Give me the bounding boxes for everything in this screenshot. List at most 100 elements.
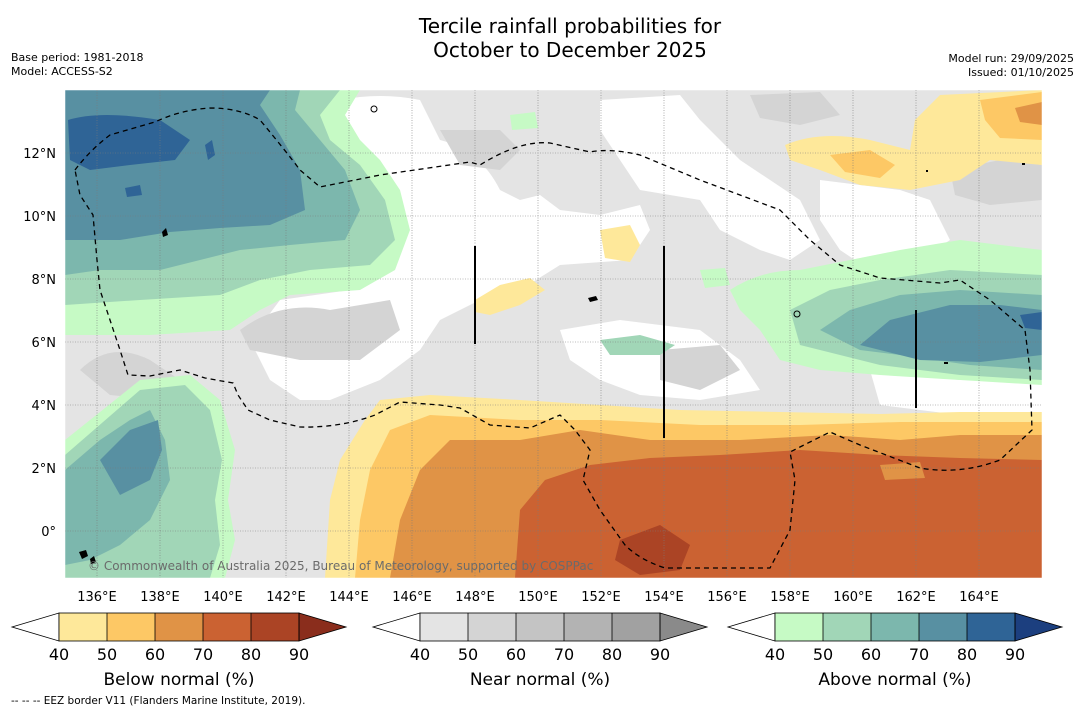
lon-label: 158°E [770, 590, 810, 605]
colorbar-below-over [298, 612, 348, 642]
colorbar-below-tick: 60 [145, 645, 165, 664]
colorbar-below-swatch [203, 613, 251, 641]
colorbar-above-swatch [823, 613, 871, 641]
chart-title: Tercile rainfall probabilities for Octob… [370, 14, 770, 62]
near-50-patch [240, 300, 400, 360]
lon-labels: 136°E 138°E 140°E 142°E 144°E 146°E 148°… [77, 590, 999, 605]
lon-label: 150°E [518, 590, 558, 605]
white-patch [600, 95, 820, 260]
colorbar-near-over [659, 612, 709, 642]
below-50-region [980, 92, 1042, 140]
below-60-spot [1015, 102, 1042, 125]
copyright-text: © Commonwealth of Australia 2025, Bureau… [88, 559, 593, 573]
lat-label: 4°N [32, 399, 57, 414]
near-50-patch [750, 92, 840, 125]
lon-label: 154°E [644, 590, 684, 605]
near-50-patch [440, 130, 520, 170]
colorbar-near-tick: 70 [554, 645, 574, 664]
eez-legend-note: -- -- -- EEZ border V11 (Flanders Marine… [11, 695, 306, 707]
lon-label: 152°E [581, 590, 621, 605]
colorbar-near-swatch [516, 613, 564, 641]
colorbar-above-title: Above normal (%) [818, 670, 971, 690]
colorbar-above-swatch [967, 613, 1015, 641]
lon-label: 142°E [266, 590, 306, 605]
lat-label: 12°N [23, 147, 56, 162]
below-80-spot [615, 525, 690, 575]
colorbar-near-swatch [612, 613, 660, 641]
lon-label: 162°E [896, 590, 936, 605]
islands [79, 105, 1025, 564]
colorbar-below-title: Below normal (%) [104, 670, 255, 690]
above-70-region [100, 420, 162, 495]
colorbar-below-tick: 50 [97, 645, 117, 664]
above-40-small [510, 112, 538, 130]
white-patch [870, 370, 1042, 420]
colorbar-above-swatch [775, 613, 823, 641]
colorbar-near-tick: 90 [650, 645, 670, 664]
colorbar-below-swatch [59, 613, 107, 641]
colorbar-above-under [726, 612, 776, 642]
colorbar-above-tick: 60 [861, 645, 881, 664]
title-line-1: Tercile rainfall probabilities for [418, 14, 722, 38]
base-period: Base period: 1981-2018 [11, 51, 144, 64]
grid-lines [65, 90, 1042, 578]
colorbar-below: 40 50 60 70 80 90 Below normal (%) [10, 612, 348, 690]
lon-label: 164°E [959, 590, 999, 605]
lat-labels: 12°N 10°N 8°N 6°N 4°N 2°N 0° [23, 147, 56, 540]
map-frame [64, 89, 1043, 579]
colorbar-near-swatch [564, 613, 612, 641]
colorbar-below-tick: 70 [193, 645, 213, 664]
lon-label: 148°E [455, 590, 495, 605]
colorbar-near-swatch [468, 613, 516, 641]
above-80-spot [205, 140, 215, 160]
colorbar-above-tick: 70 [909, 645, 929, 664]
colorbar-below-tick: 80 [241, 645, 261, 664]
eez-border-palau-fsm [74, 107, 1033, 569]
eez-borders [74, 107, 1033, 569]
above-40-small [700, 268, 730, 288]
lon-label: 160°E [833, 590, 873, 605]
above-80-region [68, 115, 190, 170]
colorbar-below-swatch [251, 613, 299, 641]
lon-label: 136°E [77, 590, 117, 605]
colorbar-near-tick: 80 [602, 645, 622, 664]
colorbar-above-tick: 90 [1005, 645, 1025, 664]
colorbar-near-swatch [420, 613, 468, 641]
colorbar-above-tick: 40 [765, 645, 785, 664]
map-area: © Commonwealth of Australia 2025, Bureau… [65, 90, 1042, 578]
lat-label: 10°N [23, 210, 56, 225]
model-name: Model: ACCESS-S2 [11, 65, 113, 78]
lat-label: 0° [41, 525, 56, 540]
colorbar-near-under [371, 612, 421, 642]
below-40-small [600, 225, 640, 262]
colorbar-below-tick: 40 [49, 645, 69, 664]
lon-label: 146°E [392, 590, 432, 605]
lon-label: 140°E [203, 590, 243, 605]
meta-right: Model run: 29/09/2025 Issued: 01/10/2025 [948, 52, 1074, 80]
lat-label: 2°N [32, 462, 57, 477]
colorbar-above: 40 50 60 70 80 90 Above normal (%) [726, 612, 1064, 690]
lon-label: 156°E [707, 590, 747, 605]
colorbar-below-swatch [107, 613, 155, 641]
below-40-small [475, 278, 545, 315]
colorbar-near: 40 50 60 70 80 90 Near normal (%) [371, 612, 709, 690]
lon-label: 138°E [140, 590, 180, 605]
colorbar-near-tick: 60 [506, 645, 526, 664]
colorbar-near-tick: 50 [458, 645, 478, 664]
colorbar-above-tick: 50 [813, 645, 833, 664]
above-80-spot [1020, 312, 1042, 330]
colorbar-near-tick: 40 [410, 645, 430, 664]
title-line-2: October to December 2025 [433, 38, 707, 62]
above-80-spot [125, 185, 142, 197]
colorbar-below-swatch [155, 613, 203, 641]
below-60-small [880, 462, 925, 480]
colorbar-near-title: Near normal (%) [470, 670, 610, 690]
lon-label: 144°E [329, 590, 369, 605]
above-50-small [600, 335, 675, 355]
colorbar-above-tick: 80 [957, 645, 977, 664]
above-70-region [860, 305, 1042, 362]
below-50-region [830, 150, 895, 178]
colorbar-below-under [10, 612, 60, 642]
lat-label: 8°N [32, 273, 57, 288]
